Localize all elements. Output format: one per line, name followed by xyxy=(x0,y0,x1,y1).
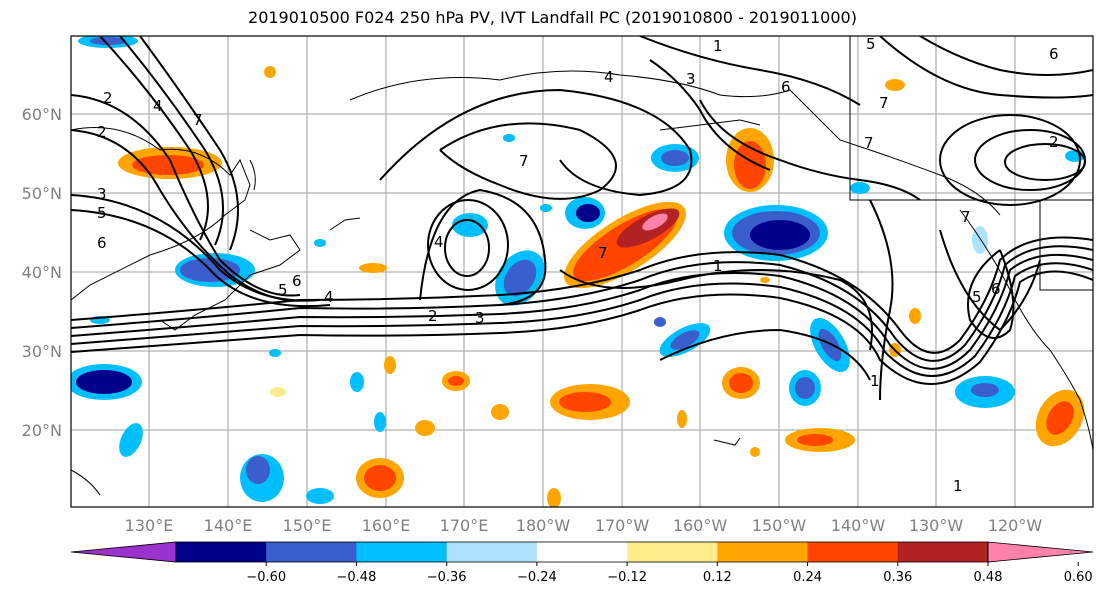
colorbar-segment xyxy=(627,542,718,562)
coastlines xyxy=(71,36,1093,496)
colorbar-outline xyxy=(175,541,989,563)
contour-label: 1 xyxy=(713,257,723,275)
contour-label: 6 xyxy=(292,272,302,290)
contour-label: 1 xyxy=(953,477,963,495)
contour-label: 2 xyxy=(97,123,107,141)
lon-label: 180°W xyxy=(516,516,571,535)
colorbar-tick-label: −0.12 xyxy=(607,570,647,585)
contour-label: 3 xyxy=(475,309,485,327)
colorbar-extend-max xyxy=(987,541,1094,563)
colorbar-tick-label: 0.24 xyxy=(793,570,822,585)
colorbar-tick-label: 0.48 xyxy=(974,570,1003,585)
lon-label: 170°W xyxy=(595,516,650,535)
lat-label: 40°N xyxy=(22,263,62,282)
colorbar-extend-min xyxy=(70,541,177,563)
contour-label: 6 xyxy=(1049,45,1059,63)
map-frame xyxy=(70,35,1094,508)
contour-label: 5 xyxy=(278,281,288,299)
colorbar-segment xyxy=(536,542,628,562)
colorbar-tick-label: −0.60 xyxy=(246,570,286,585)
lon-label: 150°W xyxy=(752,516,807,535)
contour-label: 5 xyxy=(866,35,876,53)
lon-label: 160°E xyxy=(362,516,411,535)
contour-label: 7 xyxy=(519,152,529,170)
contour-label: 7 xyxy=(864,134,874,152)
contour-label: 2 xyxy=(103,89,113,107)
colorbar-segment xyxy=(446,542,538,562)
contour-labels: 2 2 3 5 6 7 4 7 7 1 4 3 6 5 6 7 2 7 6 5 … xyxy=(97,35,1059,495)
colorbar: −0.60 −0.48 −0.36 −0.24 −0.12 0.12 0.24 0.36 0.4… xyxy=(70,541,1094,585)
colorbar-segment xyxy=(897,542,989,562)
pv-anomaly-fills xyxy=(71,36,1085,507)
contour-label: 7 xyxy=(961,208,971,226)
lon-label: 140°W xyxy=(831,516,886,535)
contour-label: 3 xyxy=(686,70,696,88)
colorbar-segment xyxy=(266,542,357,562)
colorbar-tick-label: −0.36 xyxy=(427,570,467,585)
lon-label: 130°E xyxy=(125,516,174,535)
map-title: 2019010500 F024 250 hPa PV, IVT Landfall… xyxy=(248,8,857,27)
pv-contours xyxy=(71,36,1093,401)
contour-label: 6 xyxy=(97,234,107,252)
colorbar-segment xyxy=(176,542,267,562)
contour-label: 4 xyxy=(153,97,163,115)
colorbar-tick-label: −0.48 xyxy=(337,570,377,585)
lon-label: 170°E xyxy=(440,516,489,535)
contour-label: 4 xyxy=(604,68,614,86)
contour-label: 4 xyxy=(324,288,334,306)
contour-label: 7 xyxy=(598,244,608,262)
colorbar-segment xyxy=(717,542,809,562)
contour-label: 4 xyxy=(434,233,444,251)
colorbar-tick-label: 0.12 xyxy=(703,570,732,585)
contour-label: 7 xyxy=(193,111,203,129)
contour-label: 2 xyxy=(428,307,438,325)
latitude-labels: 60°N 50°N 40°N 30°N 20°N xyxy=(22,105,62,440)
contour-label: 1 xyxy=(713,37,723,55)
lon-label: 150°E xyxy=(283,516,332,535)
colorbar-segment xyxy=(807,542,899,562)
contour-label: 2 xyxy=(1049,133,1059,151)
colorbar-tick-label: 0.60 xyxy=(1064,570,1093,585)
colorbar-tick-label: 0.36 xyxy=(883,570,912,585)
contour-label: 5 xyxy=(97,204,107,222)
lon-label: 160°W xyxy=(673,516,728,535)
lat-label: 30°N xyxy=(22,342,62,361)
colorbar-tick-label: −0.24 xyxy=(517,570,557,585)
contour-label: 5 xyxy=(972,288,982,306)
contour-label: 7 xyxy=(879,94,889,112)
contour-label: 6 xyxy=(781,78,791,96)
contour-label: 6 xyxy=(991,280,1001,298)
lon-label: 140°E xyxy=(204,516,253,535)
contour-label: 3 xyxy=(97,185,107,203)
contour-label: 1 xyxy=(870,372,880,390)
colorbar-segment xyxy=(356,542,448,562)
lat-label: 50°N xyxy=(22,184,62,203)
lat-label: 20°N xyxy=(22,421,62,440)
lon-label: 130°W xyxy=(909,516,964,535)
lon-label: 120°W xyxy=(988,516,1043,535)
longitude-labels: 130°E 140°E 150°E 160°E 170°E 180°W 170°… xyxy=(125,516,1043,535)
lat-label: 60°N xyxy=(22,105,62,124)
